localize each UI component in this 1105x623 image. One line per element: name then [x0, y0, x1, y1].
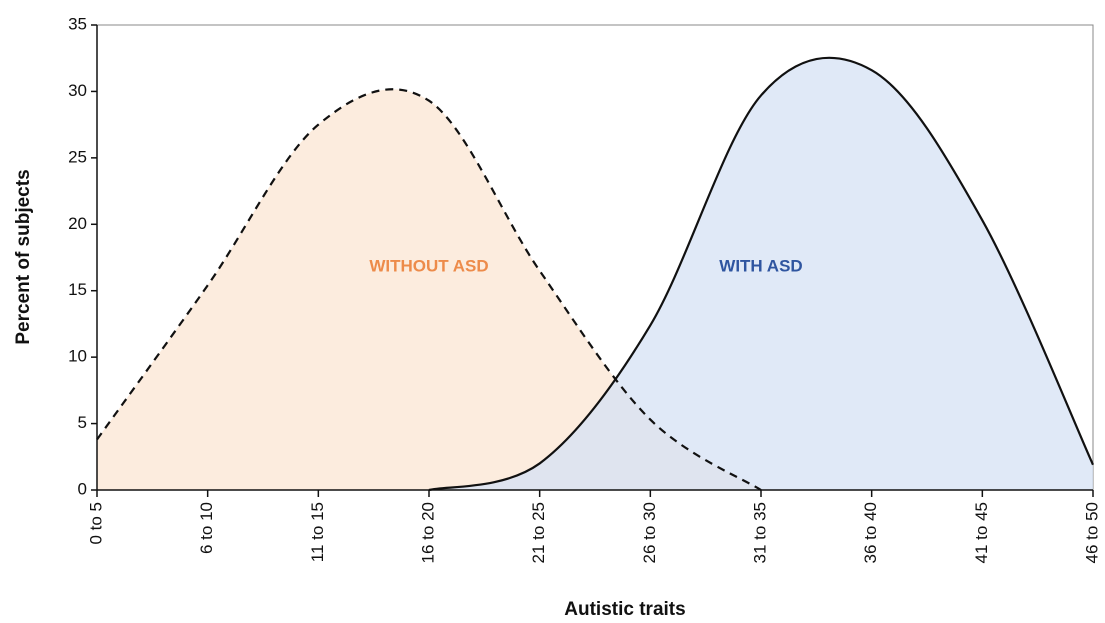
x-tick-label: 46 to 50 — [1082, 502, 1101, 563]
x-axis-title: Autistic traits — [564, 599, 685, 620]
y-tick-label: 5 — [78, 413, 87, 432]
y-tick-label: 25 — [68, 147, 87, 166]
y-tick-label: 30 — [68, 81, 87, 100]
series-label: WITHOUT ASD — [369, 256, 488, 275]
area — [97, 89, 761, 490]
x-tick-label: 31 to 35 — [750, 502, 769, 563]
y-axis-title: Percent of subjects — [13, 169, 34, 344]
y-tick-label: 0 — [78, 479, 87, 498]
x-tick-label: 36 to 40 — [861, 502, 880, 563]
x-tick-label: 16 to 20 — [418, 502, 437, 563]
y-tick-label: 20 — [68, 214, 87, 233]
plot-area: WITHOUT ASD WITH ASD — [96, 24, 1095, 492]
x-tick-label: 41 to 45 — [972, 502, 991, 563]
x-tick-label: 0 to 5 — [86, 502, 105, 545]
x-tick-label: 11 to 15 — [308, 502, 327, 562]
y-tick-label: 35 — [68, 14, 87, 33]
series-label: WITH ASD — [719, 256, 802, 275]
line — [428, 56, 1095, 492]
y-tick-label: 15 — [68, 280, 87, 299]
y-tick-label: 10 — [68, 347, 87, 366]
x-tick-label: 6 to 10 — [197, 502, 216, 554]
line — [96, 88, 762, 491]
x-tick-label: 26 to 30 — [640, 502, 659, 563]
area — [429, 57, 1093, 490]
x-tick-label: 21 to 25 — [529, 502, 548, 563]
